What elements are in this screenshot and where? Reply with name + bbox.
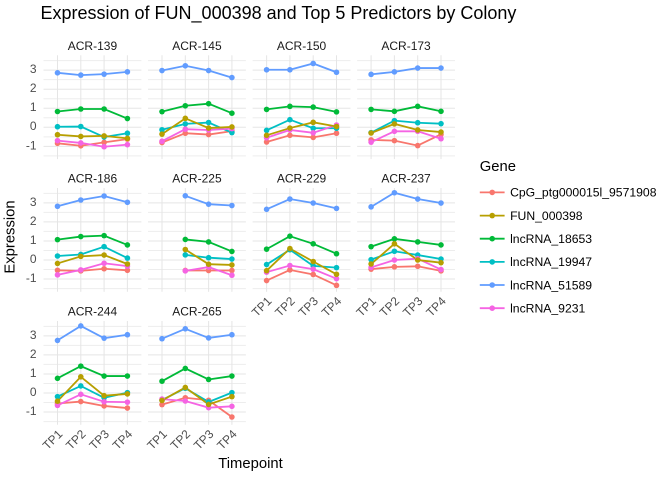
svg-text:lncRNA_18653: lncRNA_18653: [510, 232, 592, 246]
svg-text:CpG_ptg000015l_9571908: CpG_ptg000015l_9571908: [510, 186, 657, 200]
svg-text:0: 0: [30, 385, 37, 399]
svg-text:ACR-265: ACR-265: [172, 305, 222, 319]
svg-text:-1: -1: [26, 138, 37, 152]
svg-text:3: 3: [30, 195, 37, 209]
svg-text:0: 0: [30, 252, 37, 266]
svg-text:Expression of FUN_000398 and T: Expression of FUN_000398 and Top 5 Predi…: [41, 3, 517, 24]
svg-text:ACR-225: ACR-225: [172, 172, 222, 186]
svg-text:lncRNA_19947: lncRNA_19947: [510, 255, 592, 269]
svg-text:Timepoint: Timepoint: [218, 456, 282, 472]
svg-text:ACR-186: ACR-186: [68, 172, 118, 186]
svg-text:0: 0: [30, 119, 37, 133]
svg-text:FUN_000398: FUN_000398: [510, 209, 583, 223]
svg-text:3: 3: [30, 328, 37, 342]
svg-text:2: 2: [30, 347, 37, 361]
svg-text:ACR-229: ACR-229: [277, 172, 327, 186]
svg-text:-1: -1: [26, 271, 37, 285]
svg-text:ACR-237: ACR-237: [381, 172, 431, 186]
svg-text:ACR-139: ACR-139: [68, 39, 118, 53]
svg-text:2: 2: [30, 81, 37, 95]
svg-text:ACR-173: ACR-173: [381, 39, 431, 53]
svg-text:3: 3: [30, 62, 37, 76]
svg-text:ACR-150: ACR-150: [277, 39, 327, 53]
svg-text:ACR-244: ACR-244: [68, 305, 118, 319]
svg-text:lncRNA_9231: lncRNA_9231: [510, 302, 585, 316]
svg-text:Expression: Expression: [2, 200, 18, 273]
svg-text:Gene: Gene: [480, 159, 516, 175]
svg-text:1: 1: [30, 233, 37, 247]
svg-text:lncRNA_51589: lncRNA_51589: [510, 278, 592, 292]
svg-text:2: 2: [30, 214, 37, 228]
svg-text:1: 1: [30, 100, 37, 114]
svg-text:1: 1: [30, 366, 37, 380]
svg-text:-1: -1: [26, 404, 37, 418]
svg-text:ACR-145: ACR-145: [172, 39, 222, 53]
